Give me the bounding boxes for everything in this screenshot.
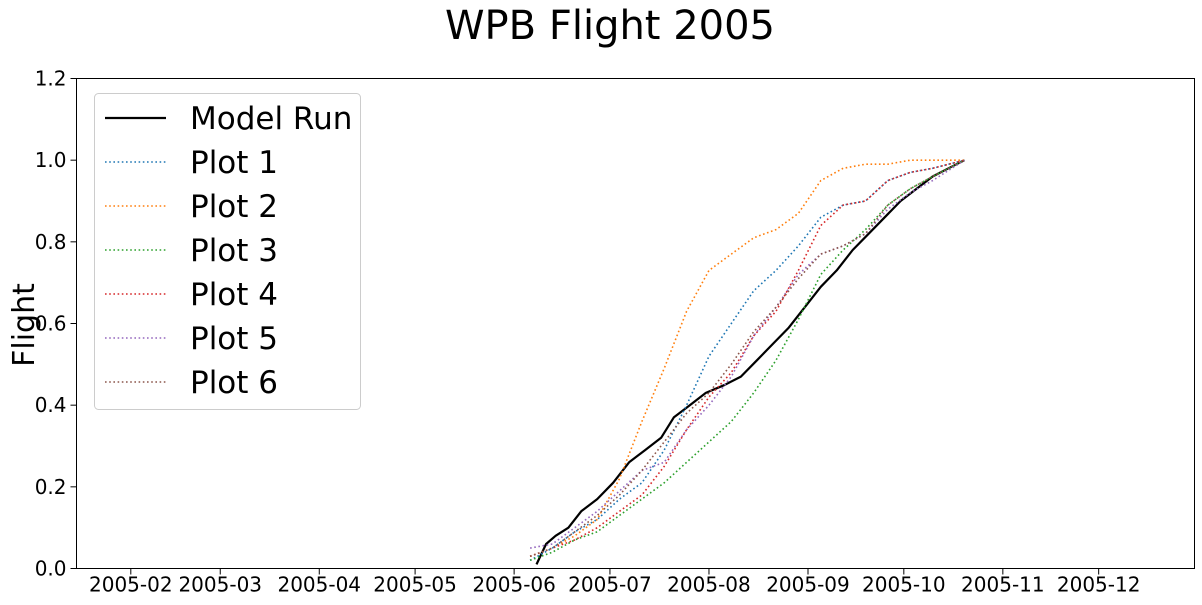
series-line-2 [529, 159, 965, 558]
series-line-3 [529, 159, 965, 562]
y-tick-label: 1.0 [35, 148, 67, 172]
chart-title: WPB Flight 2005 [445, 3, 775, 49]
y-tick-label: 0.6 [35, 312, 67, 336]
legend-label-3: Plot 3 [190, 233, 278, 269]
x-tick-label: 2005-05 [373, 573, 457, 597]
x-tick-label: 2005-04 [277, 573, 361, 597]
series-line-4 [529, 159, 965, 558]
y-tick-label: 1.2 [35, 67, 67, 91]
legend-label-1: Plot 1 [190, 145, 278, 181]
y-axis: 0.0 0.2 0.4 0.6 0.8 1.0 1.2 [35, 67, 77, 581]
x-tick-label: 2005-03 [178, 573, 262, 597]
x-tick-label: 2005-02 [89, 573, 173, 597]
series-line-5 [529, 159, 965, 549]
y-tick-label: 0.2 [35, 475, 67, 499]
legend-label-6: Plot 6 [190, 365, 278, 401]
y-tick-label: 0.0 [35, 557, 67, 581]
x-tick-label: 2005-07 [568, 573, 652, 597]
x-tick-label: 2005-10 [862, 573, 946, 597]
legend-label-4: Plot 4 [190, 277, 278, 313]
legend: Model Run Plot 1 Plot 2 Plot 3 Plot 4 Plot 5 P… [94, 93, 361, 410]
legend-label-5: Plot 5 [190, 321, 278, 357]
y-tick-label: 0.8 [35, 230, 67, 254]
legend-label-0: Model Run [190, 101, 352, 137]
x-axis: 2005-02 2005-03 2005-04 2005-05 2005-06 2005-… [89, 568, 1141, 597]
series-line-0 [535, 159, 965, 565]
series-layer [529, 159, 965, 565]
x-tick-label: 2005-12 [1057, 573, 1141, 597]
x-tick-label: 2005-09 [766, 573, 850, 597]
series-line-6 [529, 159, 965, 558]
legend-box [94, 93, 361, 410]
legend-label-2: Plot 2 [190, 189, 278, 225]
y-axis-label: Flight [7, 283, 42, 367]
x-tick-label: 2005-06 [472, 573, 556, 597]
x-tick-label: 2005-08 [667, 573, 751, 597]
x-tick-label: 2005-11 [961, 573, 1045, 597]
y-tick-label: 0.4 [35, 393, 67, 417]
